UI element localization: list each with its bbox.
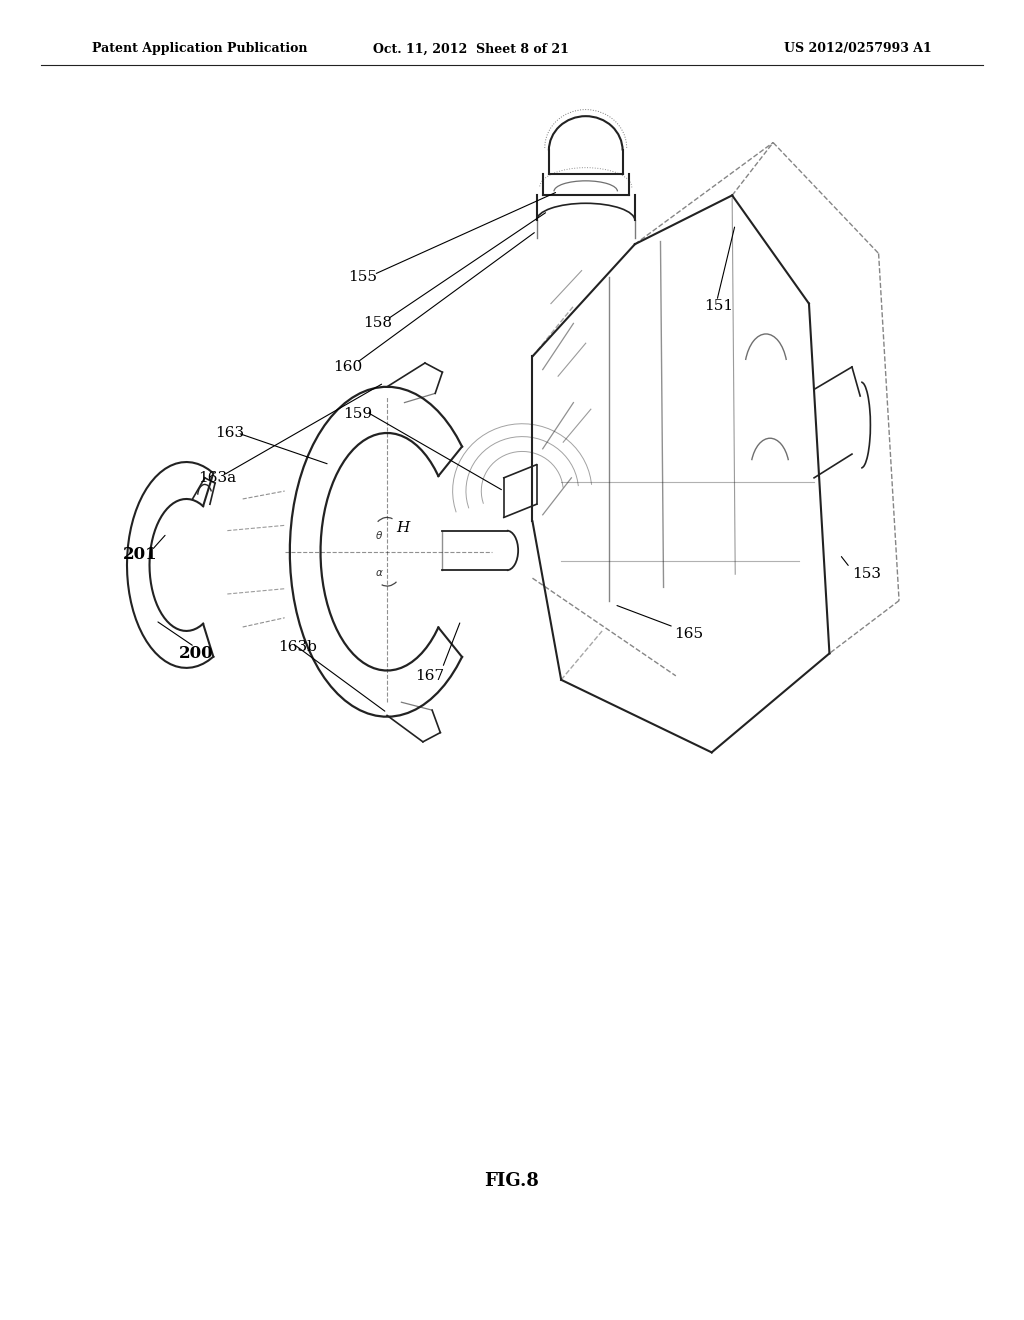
Text: 167: 167	[416, 669, 444, 682]
Text: Patent Application Publication: Patent Application Publication	[92, 42, 307, 55]
Text: α: α	[376, 568, 382, 578]
Text: 200: 200	[179, 645, 214, 661]
Text: 159: 159	[343, 408, 372, 421]
Text: 160: 160	[333, 360, 362, 374]
Text: 163: 163	[215, 426, 244, 440]
Text: 158: 158	[364, 317, 392, 330]
Text: US 2012/0257993 A1: US 2012/0257993 A1	[784, 42, 932, 55]
Text: 155: 155	[348, 271, 377, 284]
Text: 163b: 163b	[279, 640, 317, 653]
Text: 151: 151	[705, 300, 733, 313]
Text: 201: 201	[123, 546, 158, 562]
Text: 153: 153	[852, 568, 881, 581]
Text: H: H	[396, 521, 409, 535]
Text: 165: 165	[674, 627, 702, 640]
Text: θ: θ	[376, 531, 382, 541]
Text: Oct. 11, 2012  Sheet 8 of 21: Oct. 11, 2012 Sheet 8 of 21	[373, 42, 569, 55]
Text: 163a: 163a	[198, 471, 236, 484]
Text: FIG.8: FIG.8	[484, 1172, 540, 1191]
